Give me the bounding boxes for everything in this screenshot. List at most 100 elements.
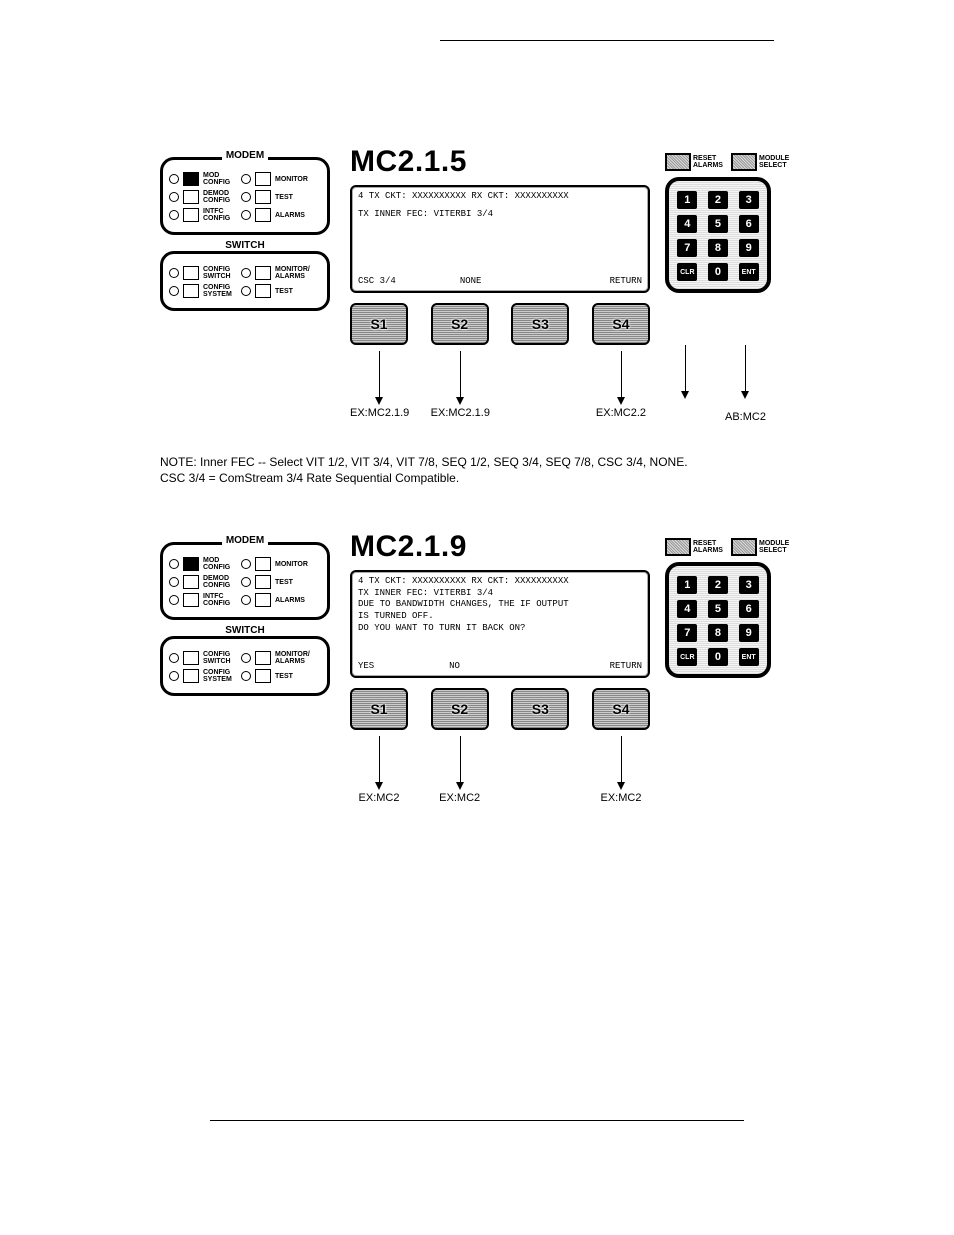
intfc-config-button[interactable]: [183, 208, 199, 222]
screen-line: 4 TX CKT: XXXXXXXXXX RX CKT: XXXXXXXXXX: [358, 191, 642, 203]
led: [241, 671, 251, 681]
mod-config-button[interactable]: [183, 172, 199, 186]
mod-config-button[interactable]: [183, 557, 199, 571]
led: [169, 286, 179, 296]
switch-test-button[interactable]: [255, 284, 271, 298]
key-8[interactable]: 8: [708, 624, 728, 642]
switch-title: SWITCH: [221, 625, 268, 636]
mod-config-label: MOD CONFIG: [203, 557, 237, 571]
led: [241, 210, 251, 220]
key-3[interactable]: 3: [739, 191, 759, 209]
key-2[interactable]: 2: [708, 576, 728, 594]
softkey-hint: CSC 3/4: [358, 276, 396, 288]
switch-row-1: CONFIG SWITCH MONITOR/ ALARMS: [169, 266, 321, 280]
demod-config-button[interactable]: [183, 190, 199, 204]
modem-row-2: DEMOD CONFIG TEST: [169, 575, 321, 589]
softkey-row: S1 EX:MC2.1.9 S2 EX:MC2.1.9 S3 S4 EX:MC2…: [350, 303, 650, 419]
top-rule: [440, 40, 774, 41]
diagram-title: MC2.1.5: [350, 145, 650, 179]
alarms-button[interactable]: [255, 208, 271, 222]
switch-panel: CONFIG SWITCH MONITOR/ ALARMS CONFIG SYS…: [160, 636, 330, 696]
key-4[interactable]: 4: [677, 215, 697, 233]
key-8[interactable]: 8: [708, 239, 728, 257]
s2-button[interactable]: S2: [431, 688, 489, 730]
s2-button[interactable]: S2: [431, 303, 489, 345]
numeric-keypad: 1 2 3 4 5 6 7 8 9 CLR 0 ENT: [665, 177, 771, 293]
key-7[interactable]: 7: [677, 624, 697, 642]
s4-button[interactable]: S4: [592, 303, 650, 345]
key-ent[interactable]: ENT: [739, 263, 759, 281]
test-button[interactable]: [255, 190, 271, 204]
s3-button[interactable]: S3: [511, 303, 569, 345]
key-6[interactable]: 6: [739, 215, 759, 233]
arrow-down-icon: [665, 345, 705, 405]
monitor-label: MONITOR: [275, 176, 309, 183]
reset-alarms-button[interactable]: [665, 153, 691, 171]
config-system-button[interactable]: [183, 669, 199, 683]
key-9[interactable]: 9: [739, 624, 759, 642]
softkey-s4: S4 EX:MC2.2: [592, 303, 650, 419]
diagram-title: MC2.1.9: [350, 530, 650, 564]
key-5[interactable]: 5: [708, 600, 728, 618]
key-clr[interactable]: CLR: [677, 263, 697, 281]
led: [169, 174, 179, 184]
key-4[interactable]: 4: [677, 600, 697, 618]
key-clr[interactable]: CLR: [677, 648, 697, 666]
config-switch-button[interactable]: [183, 651, 199, 665]
monitor-label: MONITOR: [275, 561, 309, 568]
key-ent[interactable]: ENT: [739, 648, 759, 666]
softkey-hint: NO: [449, 661, 460, 673]
arrow-down-icon: [431, 351, 489, 405]
led: [169, 577, 179, 587]
demod-config-button[interactable]: [183, 575, 199, 589]
screen-line: TX INNER FEC: VITERBI 3/4: [358, 209, 642, 221]
key-1[interactable]: 1: [677, 191, 697, 209]
reset-alarms-label: RESET ALARMS: [693, 155, 727, 169]
softkey-s4: S4 EX:MC2: [592, 688, 650, 804]
reset-alarms-button[interactable]: [665, 538, 691, 556]
key-3[interactable]: 3: [739, 576, 759, 594]
screen-line: DO YOU WANT TO TURN IT BACK ON?: [358, 623, 642, 635]
module-select-button[interactable]: [731, 153, 757, 171]
arrow-down-icon: [350, 351, 408, 405]
led: [241, 559, 251, 569]
modem-panel: MOD CONFIG MONITOR DEMOD CONFIG TEST: [160, 157, 330, 235]
s2-ex-label: EX:MC2.1.9: [431, 407, 489, 419]
monitor-button[interactable]: [255, 172, 271, 186]
demod-config-label: DEMOD CONFIG: [203, 190, 237, 204]
key-6[interactable]: 6: [739, 600, 759, 618]
s3-button[interactable]: S3: [511, 688, 569, 730]
key-7[interactable]: 7: [677, 239, 697, 257]
switch-row-2: CONFIG SYSTEM TEST: [169, 284, 321, 298]
switch-test-button[interactable]: [255, 669, 271, 683]
test-button[interactable]: [255, 575, 271, 589]
monitor-alarms-label: MONITOR/ ALARMS: [275, 266, 309, 280]
led: [169, 653, 179, 663]
key-2[interactable]: 2: [708, 191, 728, 209]
key-9[interactable]: 9: [739, 239, 759, 257]
config-switch-button[interactable]: [183, 266, 199, 280]
s1-button[interactable]: S1: [350, 303, 408, 345]
key-0[interactable]: 0: [708, 648, 728, 666]
monitor-alarms-button[interactable]: [255, 651, 271, 665]
monitor-alarms-button[interactable]: [255, 266, 271, 280]
config-system-button[interactable]: [183, 284, 199, 298]
key-5[interactable]: 5: [708, 215, 728, 233]
key-0[interactable]: 0: [708, 263, 728, 281]
keypad-ex-right: AB:MC2: [725, 411, 765, 423]
led: [241, 192, 251, 202]
s1-ex-label: EX:MC2.1.9: [350, 407, 408, 419]
key-1[interactable]: 1: [677, 576, 697, 594]
test-label: TEST: [275, 579, 309, 586]
mod-config-label: MOD CONFIG: [203, 172, 237, 186]
monitor-alarms-label: MONITOR/ ALARMS: [275, 651, 309, 665]
monitor-button[interactable]: [255, 557, 271, 571]
module-select-button[interactable]: [731, 538, 757, 556]
arrow-down-icon: [592, 736, 650, 790]
intfc-config-button[interactable]: [183, 593, 199, 607]
alarms-button[interactable]: [255, 593, 271, 607]
s4-button[interactable]: S4: [592, 688, 650, 730]
s1-button[interactable]: S1: [350, 688, 408, 730]
softkey-s3: S3: [511, 688, 569, 804]
config-system-label: CONFIG SYSTEM: [203, 284, 237, 298]
